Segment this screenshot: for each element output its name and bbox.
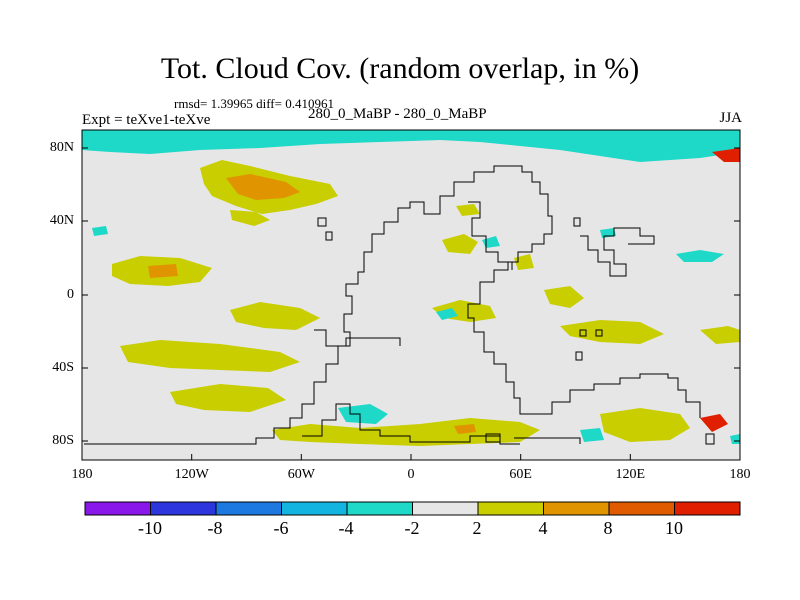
colorbar-swatch	[150, 501, 217, 516]
colorbar-swatch	[281, 501, 348, 516]
colorbar-label: -6	[273, 518, 289, 538]
colorbar-swatch	[412, 501, 479, 516]
anomaly-region-indian-ocean	[544, 286, 584, 308]
anomaly-region-eq-pacific	[230, 302, 320, 330]
anomaly-region-so-orange	[454, 424, 476, 434]
season-label: JJA	[719, 110, 742, 126]
x-tick-label: 120W	[174, 467, 209, 482]
colorbar-label: 8	[603, 518, 613, 538]
x-tick-label: 180	[729, 467, 751, 482]
coastline-outlines	[84, 165, 715, 445]
colorbar-label: 4	[538, 518, 548, 538]
y-tick-label: 0	[67, 287, 74, 302]
y-tick-label: 40S	[52, 360, 74, 375]
coastline-island-4	[579, 329, 587, 337]
coastline-pangea	[84, 165, 701, 445]
anomaly-region-sp-pacific	[120, 340, 300, 372]
anomaly-region-teal-small-1	[92, 226, 108, 236]
colorbar-label: 10	[665, 518, 683, 538]
colorbar-swatch	[543, 501, 610, 516]
coastline-ant	[302, 403, 520, 445]
colorbar-label: -4	[338, 518, 354, 538]
colorbar-swatch	[346, 501, 413, 516]
anomaly-region-europe-2	[456, 204, 480, 216]
map-title: Tot. Cloud Cov. (random overlap, in %)	[160, 52, 640, 85]
coastline-interior	[314, 329, 401, 347]
x-tick-label: 180	[71, 467, 93, 482]
y-tick-label: 40N	[49, 213, 74, 228]
colorbar-label: -10	[138, 518, 162, 538]
x-tick-label: 0	[407, 467, 415, 482]
anomaly-region-e-pacific	[700, 326, 740, 344]
x-tick-label: 120E	[615, 467, 646, 482]
experiment-label: Expt = teXve1-teXve	[82, 112, 211, 128]
coastline-island-1	[317, 217, 327, 227]
colorbar-swatch	[608, 501, 675, 516]
y-tick-label: 80S	[52, 433, 74, 448]
axis-ticks	[81, 147, 741, 460]
coastline-island-2	[325, 231, 333, 241]
anomaly-region-s-indian	[560, 320, 664, 344]
coastline-ant-east	[514, 437, 581, 444]
stats-text: rmsd= 1.39965 diff= 0.410961	[174, 96, 334, 111]
coastline-bay	[485, 433, 501, 443]
coastline-island-6	[575, 351, 583, 361]
anomaly-region-so-red	[700, 414, 728, 432]
coastline-se-island	[705, 433, 715, 445]
colorbar	[84, 501, 741, 516]
anomaly-region-so-3	[600, 408, 690, 442]
center-label: 280_0_MaBP - 280_0_MaBP	[308, 106, 487, 122]
colorbar-swatch	[84, 501, 151, 516]
anomaly-region-np-small	[230, 210, 270, 226]
colorbar-label: -2	[404, 518, 420, 538]
anomaly-region-pacific-ne-teal	[676, 250, 724, 262]
anomaly-region-arctic	[82, 130, 740, 162]
colorbar-label: -8	[207, 518, 223, 538]
anomaly-region-europe	[442, 234, 478, 254]
y-tick-label: 80N	[49, 140, 74, 155]
x-tick-label: 60E	[509, 467, 532, 482]
x-tick-label: 60W	[287, 467, 315, 482]
coastline-island-5	[595, 329, 603, 337]
anomaly-region-so-teal	[580, 428, 604, 442]
anomaly-region-pacific-west-orange	[148, 264, 178, 278]
anomaly-region-sp-south	[170, 384, 286, 412]
anomaly-region-atl-teal	[436, 308, 458, 320]
colorbar-swatch	[674, 501, 741, 516]
anomaly-region-mideast	[514, 254, 534, 270]
colorbar-label: 2	[472, 518, 482, 538]
anomaly-region-north-pacific-orange	[226, 174, 300, 200]
colorbar-swatch	[215, 501, 282, 516]
coastline-e-asia	[580, 227, 655, 277]
anomaly-region-arctic-red	[712, 148, 740, 162]
colorbar-swatch	[477, 501, 544, 516]
coastline-tethys	[468, 201, 513, 270]
coastline-island-3	[573, 217, 581, 227]
